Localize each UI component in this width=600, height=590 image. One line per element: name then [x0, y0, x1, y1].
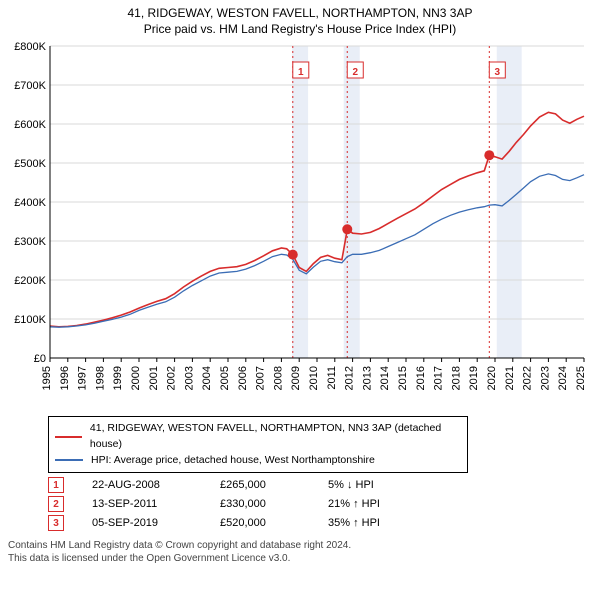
svg-text:3: 3: [495, 67, 501, 78]
event-row: 1 22-AUG-2008 £265,000 5% ↓ HPI: [48, 477, 592, 493]
svg-text:2016: 2016: [415, 366, 427, 390]
event-row: 2 13-SEP-2011 £330,000 21% ↑ HPI: [48, 496, 592, 512]
legend: 41, RIDGEWAY, WESTON FAVELL, NORTHAMPTON…: [48, 416, 468, 473]
svg-text:£200K: £200K: [14, 275, 46, 287]
legend-row-property: 41, RIDGEWAY, WESTON FAVELL, NORTHAMPTON…: [55, 421, 461, 453]
svg-text:2019: 2019: [468, 366, 480, 390]
svg-text:2025: 2025: [575, 366, 587, 390]
svg-text:2018: 2018: [450, 366, 462, 390]
svg-text:2022: 2022: [522, 366, 534, 390]
svg-text:£300K: £300K: [14, 236, 46, 248]
legend-swatch-hpi: [55, 459, 83, 461]
svg-text:£800K: £800K: [14, 41, 46, 53]
svg-text:2020: 2020: [486, 366, 498, 390]
legend-label-hpi: HPI: Average price, detached house, West…: [91, 453, 375, 469]
event-date: 05-SEP-2019: [92, 517, 192, 529]
svg-text:2001: 2001: [148, 366, 160, 390]
footer-line2: This data is licensed under the Open Gov…: [8, 552, 592, 565]
chart-title: 41, RIDGEWAY, WESTON FAVELL, NORTHAMPTON…: [8, 6, 592, 36]
svg-text:2011: 2011: [326, 366, 338, 390]
svg-text:£500K: £500K: [14, 158, 46, 170]
svg-text:2015: 2015: [397, 366, 409, 390]
event-price: £265,000: [220, 479, 300, 491]
svg-text:£0: £0: [34, 353, 46, 365]
svg-text:2017: 2017: [433, 366, 445, 390]
svg-text:1997: 1997: [77, 366, 89, 390]
svg-text:2010: 2010: [308, 366, 320, 390]
svg-text:1996: 1996: [59, 366, 71, 390]
svg-text:2024: 2024: [557, 366, 569, 390]
title-line2: Price paid vs. HM Land Registry's House …: [8, 22, 592, 36]
svg-text:2014: 2014: [379, 366, 391, 390]
event-date: 22-AUG-2008: [92, 479, 192, 491]
event-delta: 5% ↓ HPI: [328, 479, 428, 491]
event-marker: 3: [48, 515, 64, 531]
svg-text:2013: 2013: [361, 366, 373, 390]
svg-text:2000: 2000: [130, 366, 142, 390]
svg-text:2003: 2003: [183, 366, 195, 390]
svg-text:£700K: £700K: [14, 80, 46, 92]
svg-text:2007: 2007: [255, 366, 267, 390]
svg-text:2009: 2009: [290, 366, 302, 390]
svg-text:1: 1: [298, 67, 304, 78]
event-date: 13-SEP-2011: [92, 498, 192, 510]
svg-text:2023: 2023: [539, 366, 551, 390]
event-delta: 35% ↑ HPI: [328, 517, 428, 529]
footer-line1: Contains HM Land Registry data © Crown c…: [8, 539, 592, 552]
svg-text:£600K: £600K: [14, 119, 46, 131]
svg-text:£400K: £400K: [14, 197, 46, 209]
event-delta: 21% ↑ HPI: [328, 498, 428, 510]
legend-row-hpi: HPI: Average price, detached house, West…: [55, 453, 461, 469]
svg-text:2004: 2004: [201, 366, 213, 390]
svg-text:1998: 1998: [94, 366, 106, 390]
chart-area: £0 £100K £200K £300K £400K £500K £600K £700K £80…: [8, 40, 592, 410]
svg-text:2006: 2006: [237, 366, 249, 390]
footer: Contains HM Land Registry data © Crown c…: [8, 539, 592, 565]
event-price: £520,000: [220, 517, 300, 529]
event-row: 3 05-SEP-2019 £520,000 35% ↑ HPI: [48, 515, 592, 531]
svg-text:2008: 2008: [272, 366, 284, 390]
legend-swatch-property: [55, 436, 82, 438]
event-table: 1 22-AUG-2008 £265,000 5% ↓ HPI 2 13-SEP-2011…: [48, 477, 592, 531]
svg-text:2021: 2021: [504, 366, 516, 390]
title-line1: 41, RIDGEWAY, WESTON FAVELL, NORTHAMPTON…: [8, 6, 592, 20]
svg-text:1995: 1995: [41, 366, 53, 390]
svg-text:2: 2: [352, 67, 358, 78]
svg-text:2002: 2002: [166, 366, 178, 390]
svg-text:1999: 1999: [112, 366, 124, 390]
svg-text:2005: 2005: [219, 366, 231, 390]
event-price: £330,000: [220, 498, 300, 510]
svg-text:2012: 2012: [344, 366, 356, 390]
svg-text:£100K: £100K: [14, 314, 46, 326]
event-marker: 2: [48, 496, 64, 512]
legend-label-property: 41, RIDGEWAY, WESTON FAVELL, NORTHAMPTON…: [90, 421, 461, 453]
line-chart-svg: £0 £100K £200K £300K £400K £500K £600K £700K £80…: [8, 40, 592, 410]
event-marker: 1: [48, 477, 64, 493]
